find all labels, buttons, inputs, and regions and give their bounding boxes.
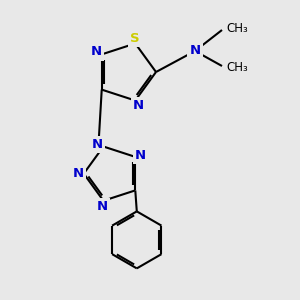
Text: CH₃: CH₃ — [226, 61, 248, 74]
Text: CH₃: CH₃ — [226, 22, 248, 35]
Text: S: S — [130, 32, 140, 45]
Text: N: N — [133, 99, 144, 112]
Text: N: N — [135, 149, 146, 162]
Text: N: N — [189, 44, 201, 58]
Text: N: N — [73, 167, 84, 180]
Text: N: N — [91, 46, 102, 59]
Text: N: N — [92, 138, 103, 151]
Text: N: N — [96, 200, 107, 213]
